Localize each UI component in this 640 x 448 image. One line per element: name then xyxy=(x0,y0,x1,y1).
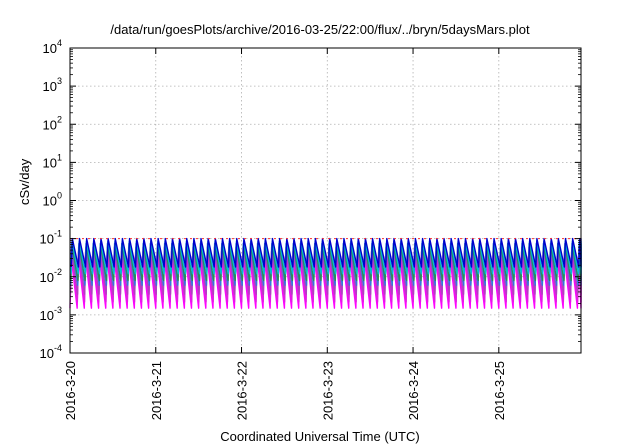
y-tick-label: 10-1 xyxy=(40,229,62,247)
y-tick-label: 10-3 xyxy=(40,305,62,323)
axis-ticks xyxy=(69,47,581,354)
y-tick-label: 102 xyxy=(43,114,62,132)
y-tick-label: 10-2 xyxy=(40,267,62,285)
x-tick-label: 2016-3-20 xyxy=(63,361,78,420)
x-tick-label: 2016-3-23 xyxy=(320,361,335,420)
x-tick-label: 2016-3-24 xyxy=(406,361,421,420)
y-tick-label: 101 xyxy=(43,152,62,170)
x-axis-label: Coordinated Universal Time (UTC) xyxy=(220,429,420,444)
y-axis-label: cSv/day xyxy=(17,158,32,205)
y-tick-label: 10-4 xyxy=(40,343,62,361)
tick-labels: 10-4 10-3 10-2 10-1 100 101 102 103 104 2016-3-20… xyxy=(40,38,507,420)
y-tick-label: 104 xyxy=(43,38,62,56)
y-tick-label: 100 xyxy=(43,191,62,209)
series-lines xyxy=(69,237,582,309)
chart-title: /data/run/goesPlots/archive/2016-03-25/2… xyxy=(110,22,530,37)
y-tick-label: 103 xyxy=(43,76,62,94)
x-tick-label: 2016-3-25 xyxy=(492,361,507,420)
grid-lines xyxy=(70,48,581,353)
x-tick-label: 2016-3-21 xyxy=(149,361,164,420)
x-tick-label: 2016-3-22 xyxy=(235,361,250,420)
